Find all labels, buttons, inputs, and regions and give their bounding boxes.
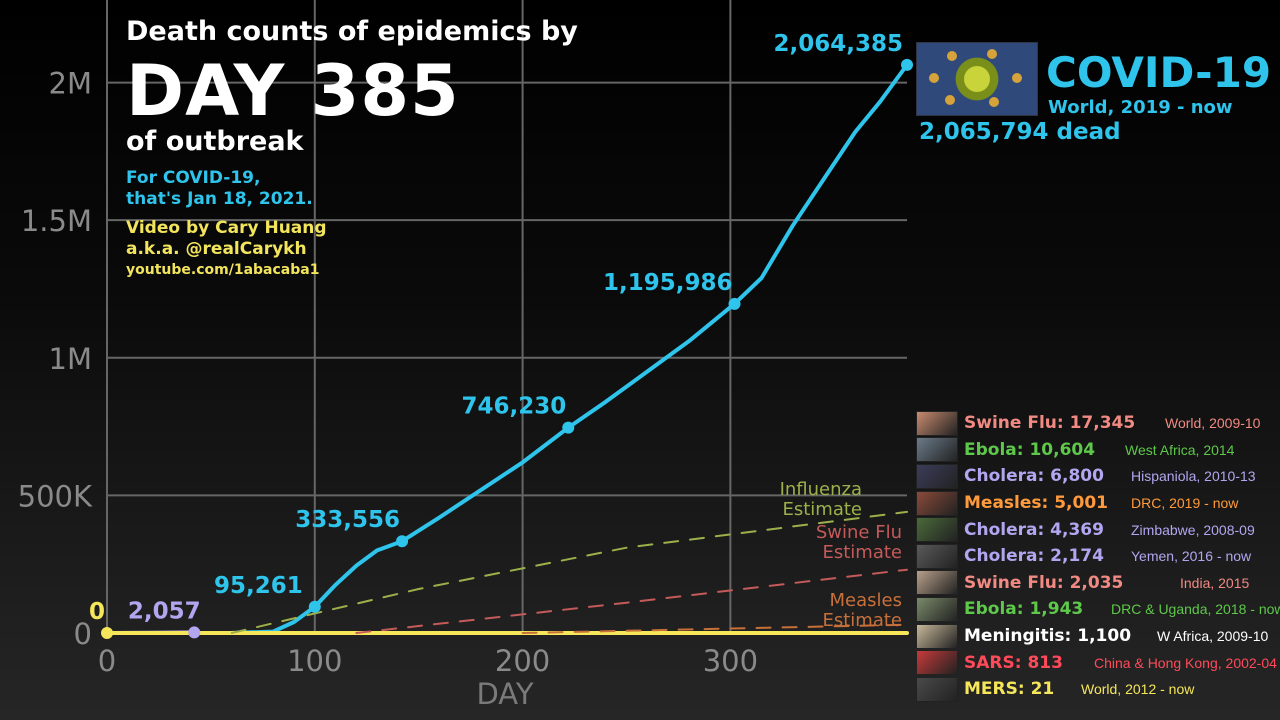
leaderboard-item: SARS: 813 China & Hong Kong, 2002-04 bbox=[916, 649, 1280, 676]
featured-dead: 2,065,794 dead bbox=[919, 119, 1121, 145]
date-note: For COVID-19, that's Jan 18, 2021. bbox=[126, 168, 313, 210]
credit: Video by Cary Huang a.k.a. @realCarykh y… bbox=[126, 218, 327, 281]
estimate-label: Influenza bbox=[780, 479, 862, 500]
featured-subtitle: World, 2019 - now bbox=[1048, 97, 1233, 118]
epidemic-leaderboard: Swine Flu: 17,345 World, 2009-10 Ebola: 10… bbox=[916, 410, 1280, 703]
leaderboard-item: Meningitis: 1,100 W Africa, 2009-10 bbox=[916, 623, 1280, 650]
data-point bbox=[396, 535, 409, 548]
header-line3: of outbreak bbox=[126, 126, 304, 157]
epidemic-place: Zimbabwe, 2008-09 bbox=[1131, 521, 1255, 538]
epidemic-place: World, 2009-10 bbox=[1165, 415, 1261, 432]
epidemic-thumbnail bbox=[916, 596, 958, 622]
epidemic-count: SARS: 813 bbox=[964, 652, 1063, 673]
header-line1: Death counts of epidemics by bbox=[126, 16, 578, 47]
epidemic-place: DRC & Uganda, 2018 - now bbox=[1111, 601, 1280, 618]
data-point bbox=[101, 627, 113, 639]
epidemic-thumbnail bbox=[916, 676, 958, 702]
credit-line1: Video by Cary Huang bbox=[126, 218, 327, 238]
epidemic-count: Ebola: 10,604 bbox=[964, 439, 1096, 460]
series-line-swine-flu-estimate bbox=[355, 568, 908, 634]
estimate-label: Estimate bbox=[822, 542, 902, 563]
epidemic-place: W Africa, 2009-10 bbox=[1157, 628, 1269, 645]
epidemic-thumbnail bbox=[916, 650, 958, 676]
epidemic-count: Measles: 5,001 bbox=[964, 493, 1109, 514]
leaderboard-item: Ebola: 10,604 West Africa, 2014 bbox=[916, 437, 1280, 464]
day-counter: DAY 385 bbox=[126, 50, 460, 132]
series-line-influenza-estimate bbox=[230, 510, 908, 634]
y-tick-label: 1.5M bbox=[21, 204, 92, 238]
data-label: 746,230 bbox=[462, 394, 567, 420]
x-tick-label: 100 bbox=[287, 644, 342, 678]
coronavirus-image bbox=[916, 42, 1038, 116]
leaderboard-item: Swine Flu: 2,035 India, 2015 bbox=[916, 570, 1280, 597]
epidemic-place: Hispaniola, 2010-13 bbox=[1131, 468, 1256, 485]
data-label: 2,057 bbox=[128, 598, 201, 624]
leaderboard-item: Ebola: 1,943 DRC & Uganda, 2018 - now bbox=[916, 596, 1280, 623]
epidemic-count: Cholera: 2,174 bbox=[964, 546, 1104, 567]
y-tick-label: 2M bbox=[49, 67, 92, 101]
y-tick-label: 0 bbox=[74, 617, 92, 651]
epidemic-count: Cholera: 6,800 bbox=[964, 466, 1104, 487]
data-point bbox=[188, 626, 201, 639]
epidemic-count: Meningitis: 1,100 bbox=[964, 626, 1132, 647]
epidemic-thumbnail bbox=[916, 410, 958, 436]
leaderboard-item: Cholera: 6,800 Hispaniola, 2010-13 bbox=[916, 463, 1280, 490]
epidemic-place: DRC, 2019 - now bbox=[1131, 495, 1239, 512]
data-label: 1,195,986 bbox=[603, 270, 733, 296]
y-tick-label: 1M bbox=[49, 342, 92, 376]
data-point bbox=[308, 600, 321, 613]
leaderboard-item: MERS: 21 World, 2012 - now bbox=[916, 676, 1280, 703]
estimate-label: Swine Flu bbox=[816, 522, 902, 543]
epidemic-thumbnail bbox=[916, 570, 958, 596]
estimate-label: Measles bbox=[830, 590, 902, 611]
epidemic-place: West Africa, 2014 bbox=[1125, 441, 1235, 458]
epidemic-thumbnail bbox=[916, 543, 958, 569]
date-note-line2: that's Jan 18, 2021. bbox=[126, 189, 313, 209]
epidemic-count: Swine Flu: 17,345 bbox=[964, 413, 1136, 434]
leaderboard-item: Cholera: 4,369 Zimbabwe, 2008-09 bbox=[916, 516, 1280, 543]
x-tick-label: 0 bbox=[98, 644, 116, 678]
epidemic-thumbnail bbox=[916, 463, 958, 489]
estimate-label: Estimate bbox=[782, 499, 862, 520]
y-tick-label: 500K bbox=[18, 479, 93, 513]
series-line-covid-19 bbox=[105, 62, 909, 635]
date-note-line1: For COVID-19, bbox=[126, 168, 261, 188]
epidemic-count: Cholera: 4,369 bbox=[964, 519, 1104, 540]
featured-name: COVID-19 bbox=[1046, 48, 1272, 97]
data-point bbox=[901, 58, 913, 71]
epidemic-place: Yemen, 2016 - now bbox=[1131, 548, 1252, 565]
leaderboard-item: Swine Flu: 17,345 World, 2009-10 bbox=[916, 410, 1280, 437]
data-label: 333,556 bbox=[295, 507, 400, 533]
data-point bbox=[728, 297, 741, 310]
leaderboard-item: Measles: 5,001 DRC, 2019 - now bbox=[916, 490, 1280, 517]
epidemic-count: Ebola: 1,943 bbox=[964, 599, 1084, 620]
epidemic-count: MERS: 21 bbox=[964, 679, 1055, 700]
epidemic-thumbnail bbox=[916, 490, 958, 516]
x-tick-label: 200 bbox=[495, 644, 550, 678]
epidemic-thumbnail bbox=[916, 623, 958, 649]
epidemic-thumbnail bbox=[916, 517, 958, 543]
data-label: 95,261 bbox=[214, 573, 303, 599]
epidemic-place: World, 2012 - now bbox=[1081, 681, 1195, 698]
x-tick-label: 300 bbox=[703, 644, 758, 678]
data-point bbox=[562, 421, 575, 434]
epidemic-count: Swine Flu: 2,035 bbox=[964, 572, 1124, 593]
epidemic-place: China & Hong Kong, 2002-04 bbox=[1094, 654, 1277, 671]
series-line-measles-estimate bbox=[521, 623, 908, 634]
data-label: 2,064,385 bbox=[774, 31, 904, 57]
leaderboard-item: Cholera: 2,174 Yemen, 2016 - now bbox=[916, 543, 1280, 570]
credit-line2: a.k.a. @realCarykh bbox=[126, 239, 307, 259]
epidemic-place: India, 2015 bbox=[1180, 574, 1250, 591]
estimate-label: Estimate bbox=[822, 610, 902, 631]
data-label: 0 bbox=[89, 599, 105, 625]
credit-line3: youtube.com/1abacaba1 bbox=[126, 262, 320, 278]
epidemic-thumbnail bbox=[916, 437, 958, 463]
x-axis-label: DAY bbox=[476, 677, 533, 711]
